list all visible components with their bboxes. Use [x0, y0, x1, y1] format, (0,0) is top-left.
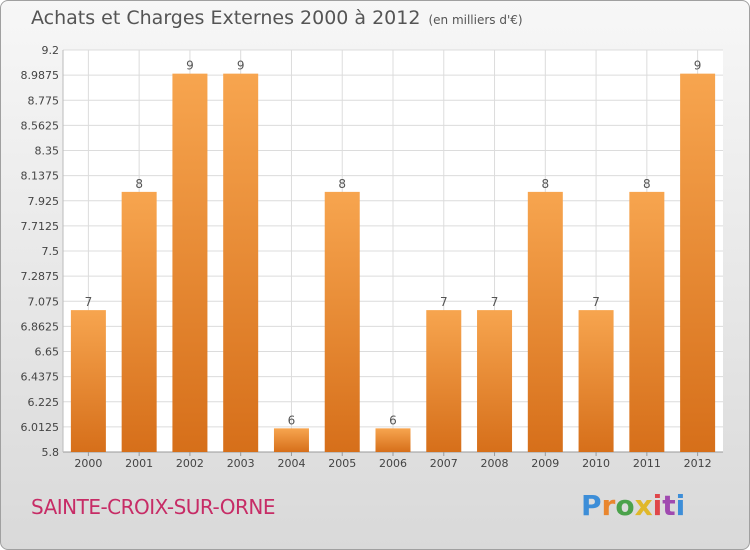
y-tick-label: 8.5625 [21, 119, 60, 132]
axis-layer: 5.8 6.0125 6.225 6.4375 6.65 6.8625 7.075 7.287… [21, 44, 723, 470]
logo-letter: t [662, 489, 676, 522]
bar-2004 [273, 428, 309, 452]
y-tick-label: 6.8625 [21, 320, 60, 333]
x-tick-label: 2001 [125, 457, 153, 470]
data-label-2003: 9 [237, 59, 245, 73]
bar-layer: 7 8 9 9 6 8 6 7 7 8 7 8 9 [70, 59, 716, 452]
logo-letter: r [601, 489, 616, 522]
x-tick-label: 2003 [227, 457, 255, 470]
title-unit: (en milliers d'€) [428, 13, 523, 27]
bar-2007 [426, 310, 462, 452]
y-tick-label: 8.775 [28, 94, 60, 107]
data-label-2008: 7 [491, 295, 499, 309]
logo-letter: i [675, 489, 686, 522]
y-tick-label: 5.8 [42, 446, 60, 459]
bar-2012 [680, 73, 716, 452]
x-tick-label: 2011 [633, 457, 661, 470]
x-tick-label: 2007 [430, 457, 458, 470]
y-tick-label: 7.5 [42, 245, 60, 258]
bar-2011 [629, 191, 665, 452]
data-label-2004: 6 [288, 413, 296, 427]
y-tick-label: 6.0125 [21, 421, 60, 434]
chart-title: Achats et Charges Externes 2000 à 2012 (e… [31, 7, 523, 29]
x-tick-label: 2010 [582, 457, 610, 470]
x-tick-label: 2000 [74, 457, 102, 470]
x-tick-label: 2004 [277, 457, 305, 470]
commune-name: SAINTE-CROIX-SUR-ORNE [31, 495, 276, 519]
bar-2002 [172, 73, 208, 452]
data-label-2001: 8 [135, 177, 143, 191]
data-label-2011: 8 [643, 177, 651, 191]
proxiti-logo[interactable]: Proxiti [581, 489, 685, 522]
grid-layer [63, 49, 723, 453]
data-label-2010: 7 [592, 295, 600, 309]
y-tick-label: 8.35 [35, 145, 60, 158]
data-label-2006: 6 [389, 413, 397, 427]
bar-2009 [527, 191, 563, 452]
y-tick-label: 6.4375 [21, 371, 60, 384]
x-tick-label: 2005 [328, 457, 356, 470]
logo-letter: i [652, 489, 663, 522]
y-tick-label: 8.1375 [21, 170, 60, 183]
logo-letter: o [615, 489, 635, 522]
y-tick-label: 7.2875 [21, 270, 60, 283]
x-tick-label: 2002 [176, 457, 204, 470]
y-tick-label: 7.925 [28, 195, 60, 208]
data-label-2012: 9 [694, 59, 702, 73]
data-label-2007: 7 [440, 295, 448, 309]
y-tick-label: 7.075 [28, 295, 60, 308]
bar-2005 [324, 191, 360, 452]
x-tick-label: 2012 [684, 457, 712, 470]
data-label-2009: 8 [541, 177, 549, 191]
data-label-2002: 9 [186, 59, 194, 73]
y-tick-label: 7.7125 [21, 220, 60, 233]
y-tick-label: 8.9875 [21, 69, 60, 82]
x-tick-label: 2006 [379, 457, 407, 470]
bar-2001 [121, 191, 157, 452]
logo-letter: P [581, 489, 602, 522]
bar-2003 [223, 73, 259, 452]
x-tick-label: 2008 [481, 457, 509, 470]
y-tick-label: 9.2 [42, 44, 60, 57]
bar-2000 [70, 310, 106, 452]
bar-2008 [477, 310, 513, 452]
y-tick-label: 6.225 [28, 396, 60, 409]
title-text: Achats et Charges Externes 2000 à 2012 [31, 7, 421, 29]
bar-2006 [375, 428, 411, 452]
logo-letter: x [634, 489, 653, 522]
data-label-2000: 7 [85, 295, 93, 309]
x-tick-label: 2009 [531, 457, 559, 470]
y-tick-label: 6.65 [35, 346, 60, 359]
bar-2010 [578, 310, 614, 452]
data-label-2005: 8 [338, 177, 346, 191]
